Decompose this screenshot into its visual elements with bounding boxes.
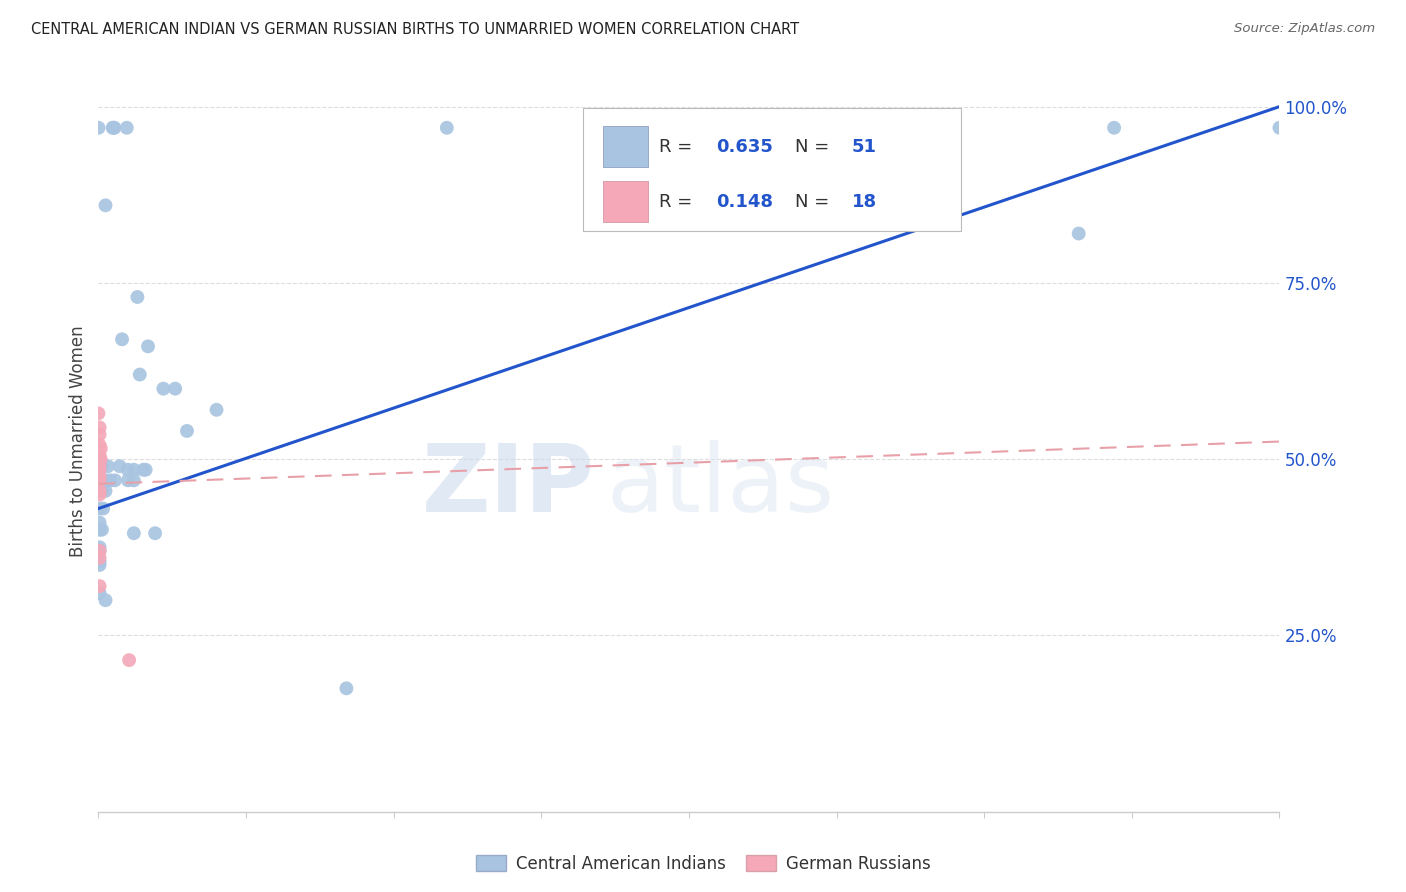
Text: 0.148: 0.148 xyxy=(716,193,773,211)
Point xyxy=(104,473,127,487)
Point xyxy=(89,550,111,565)
Point xyxy=(89,463,111,477)
Point xyxy=(97,459,120,474)
FancyBboxPatch shape xyxy=(603,181,648,222)
Point xyxy=(89,452,111,467)
Text: N =: N = xyxy=(796,193,835,211)
Point xyxy=(89,554,111,568)
Point xyxy=(122,526,145,541)
Point xyxy=(89,427,111,442)
Point xyxy=(89,483,111,498)
Point xyxy=(94,473,117,487)
Point xyxy=(128,368,150,382)
Point xyxy=(91,523,114,537)
Point xyxy=(103,120,125,135)
Point xyxy=(1067,227,1090,241)
Point xyxy=(89,516,111,530)
Point xyxy=(135,463,157,477)
Text: atlas: atlas xyxy=(606,440,835,532)
Point xyxy=(87,406,110,420)
Point xyxy=(176,424,198,438)
Point xyxy=(118,653,141,667)
Point xyxy=(89,452,111,467)
Point xyxy=(152,382,174,396)
Point xyxy=(796,120,818,135)
Point xyxy=(127,290,149,304)
Point xyxy=(91,501,114,516)
Point xyxy=(89,558,111,572)
Point xyxy=(89,438,111,452)
Point xyxy=(94,198,117,212)
Point xyxy=(1102,120,1125,135)
FancyBboxPatch shape xyxy=(603,126,648,167)
Point xyxy=(89,501,111,516)
Point xyxy=(89,473,111,487)
Point xyxy=(87,120,110,135)
Point xyxy=(89,523,111,537)
Point xyxy=(94,593,117,607)
Point xyxy=(938,120,960,135)
Point xyxy=(89,541,111,555)
Point xyxy=(436,120,458,135)
Point xyxy=(89,459,111,474)
Text: ZIP: ZIP xyxy=(422,440,595,532)
Text: 0.635: 0.635 xyxy=(716,137,773,155)
Point xyxy=(115,120,138,135)
Point xyxy=(91,483,114,498)
Point xyxy=(89,544,111,558)
Point xyxy=(89,449,111,463)
Point xyxy=(108,459,131,474)
Point xyxy=(89,420,111,434)
Text: CENTRAL AMERICAN INDIAN VS GERMAN RUSSIAN BIRTHS TO UNMARRIED WOMEN CORRELATION : CENTRAL AMERICAN INDIAN VS GERMAN RUSSIA… xyxy=(31,22,799,37)
Text: N =: N = xyxy=(796,137,835,155)
Point xyxy=(89,483,111,498)
Text: R =: R = xyxy=(659,137,699,155)
Point xyxy=(89,487,111,501)
Point xyxy=(89,470,111,484)
Point xyxy=(91,459,114,474)
Point xyxy=(89,473,111,487)
Point xyxy=(143,526,166,541)
Legend: Central American Indians, German Russians: Central American Indians, German Russian… xyxy=(470,848,936,880)
Point xyxy=(89,586,111,600)
Text: 51: 51 xyxy=(852,137,877,155)
Point xyxy=(136,339,159,353)
Text: 18: 18 xyxy=(852,193,877,211)
Point xyxy=(122,473,145,487)
Point xyxy=(111,332,134,346)
Point xyxy=(117,463,139,477)
Point xyxy=(122,463,145,477)
Point xyxy=(117,473,139,487)
Point xyxy=(98,473,121,487)
Point xyxy=(90,452,112,467)
Point xyxy=(94,483,117,498)
Text: Source: ZipAtlas.com: Source: ZipAtlas.com xyxy=(1234,22,1375,36)
Point xyxy=(101,120,124,135)
Point xyxy=(335,681,357,696)
FancyBboxPatch shape xyxy=(582,108,960,230)
Y-axis label: Births to Unmarried Women: Births to Unmarried Women xyxy=(69,326,87,558)
Point xyxy=(132,463,155,477)
Point xyxy=(89,579,111,593)
Text: R =: R = xyxy=(659,193,699,211)
Point xyxy=(1268,120,1291,135)
Point xyxy=(103,120,125,135)
Point xyxy=(165,382,187,396)
Point xyxy=(205,402,228,417)
Point xyxy=(90,442,112,456)
Point xyxy=(89,544,111,558)
